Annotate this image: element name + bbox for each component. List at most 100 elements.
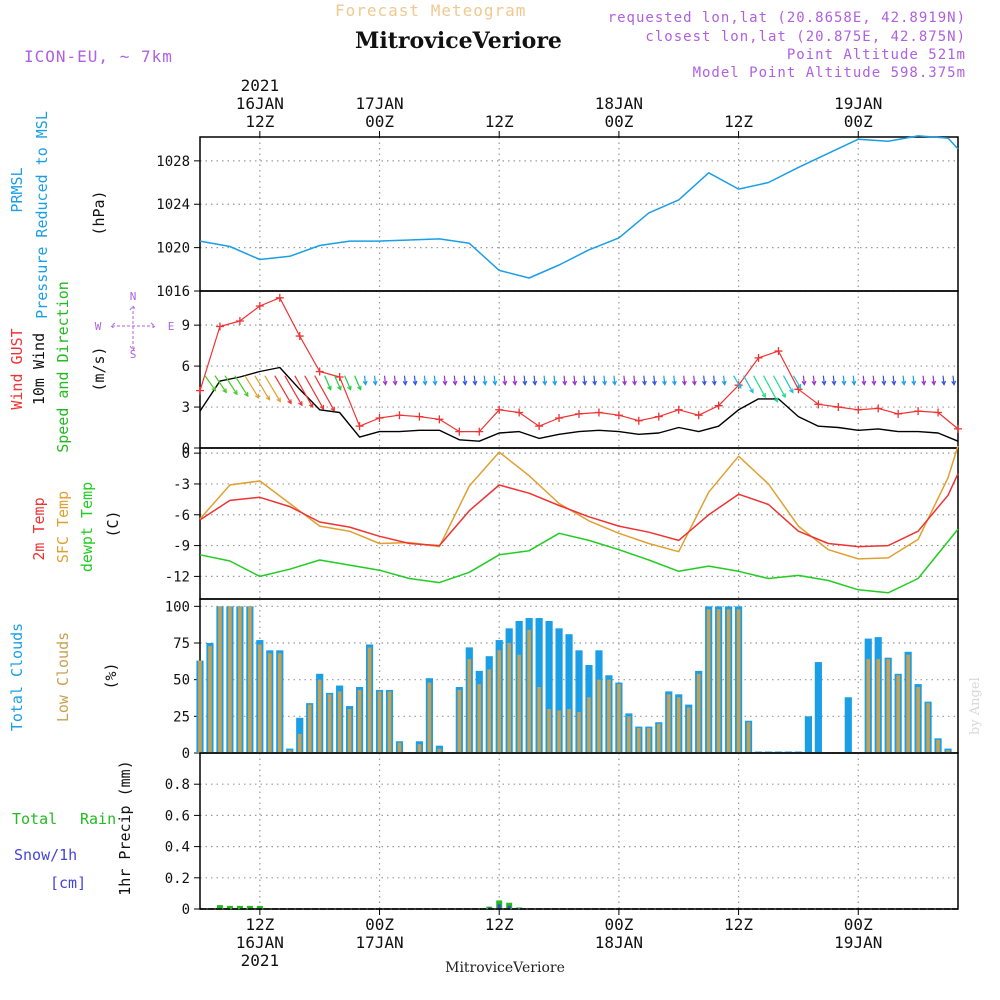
bottom-hour-label: 12Z <box>245 915 274 934</box>
wind-dir-label: Speed and Direction <box>54 281 72 453</box>
arrow-head <box>881 380 887 386</box>
wind-direction-arrow <box>912 375 915 385</box>
sfc-temp-label: SFC Temp <box>54 491 72 563</box>
gust-marker <box>914 407 923 416</box>
low-cloud-bar <box>916 687 920 753</box>
wind-direction-arrow <box>942 375 945 385</box>
low-cloud-bar <box>477 684 482 753</box>
total-cloud-bar <box>545 621 553 753</box>
arrow-head <box>592 380 598 386</box>
low-cloud-bar <box>268 653 272 753</box>
gust-marker <box>435 415 444 424</box>
arrow-head <box>821 380 827 386</box>
arrow-head <box>661 380 667 386</box>
low-cloud-bar <box>866 659 871 753</box>
wind-direction-arrow <box>463 375 466 385</box>
arrow-head <box>265 395 271 401</box>
low-cloud-bar <box>457 689 462 753</box>
panel-frame <box>199 290 959 449</box>
top-hour-label: 12Z <box>245 112 274 131</box>
low-cloud-bar <box>746 722 751 753</box>
arrow-head <box>357 385 362 391</box>
arrow-head <box>552 380 558 386</box>
snow-bar <box>487 907 491 909</box>
wind-direction-arrow <box>453 375 456 385</box>
top-hour-label: 00Z <box>365 112 394 131</box>
wind-direction-arrow <box>543 375 546 385</box>
wind-direction-arrow <box>623 375 626 385</box>
low-cloud-bar <box>936 739 940 753</box>
wind-direction-arrow <box>842 375 845 385</box>
arrow-head <box>701 380 707 386</box>
total-cloud-bar <box>844 697 852 753</box>
ytick-label: 0 <box>182 446 190 462</box>
arrow-head <box>392 380 398 386</box>
low-cloud-bar <box>507 643 511 753</box>
dewpoint-line <box>199 528 959 594</box>
arrow-head <box>572 380 578 386</box>
low-cloud-bar <box>397 742 402 753</box>
low-cloud-bar <box>637 728 641 753</box>
wind-direction-arrow <box>334 375 342 390</box>
wind-direction-arrow <box>363 375 367 385</box>
wind-direction-arrow <box>852 375 855 385</box>
low-cloud-bar <box>676 697 681 753</box>
arrow-head <box>831 380 837 386</box>
arrow-head <box>402 380 408 386</box>
snow-bar <box>497 904 501 909</box>
low-cloud-bar <box>357 689 362 753</box>
ytick-label: -12 <box>165 569 190 585</box>
arrow-head <box>642 380 647 386</box>
arrow-head <box>233 390 238 396</box>
low-cloud-bar <box>666 694 671 753</box>
arrow-head <box>691 380 697 386</box>
gust-marker <box>515 408 524 417</box>
wind-direction-arrow <box>483 375 486 385</box>
wind-direction-arrow <box>413 375 417 385</box>
arrow-head <box>749 388 754 394</box>
gust-marker <box>355 422 364 431</box>
wind-direction-arrow <box>553 375 556 385</box>
gust-marker <box>215 322 224 331</box>
low-cloud-bar <box>597 679 601 753</box>
wind-direction-arrow <box>613 375 616 385</box>
arrow-head <box>492 380 498 386</box>
gust-marker <box>495 405 504 414</box>
arrow-head <box>773 397 779 403</box>
gust-marker <box>535 422 544 431</box>
arrow-head <box>781 393 786 399</box>
wind-direction-arrow <box>723 375 726 385</box>
wind-direction-arrow <box>573 375 576 385</box>
wind-direction-arrow <box>224 375 238 395</box>
low-cloud-bar <box>726 609 731 753</box>
gust-marker <box>475 427 484 436</box>
gust-marker <box>295 332 304 341</box>
pressure-unit: (hPa) <box>90 190 108 235</box>
arrow-head <box>452 380 458 386</box>
wind-label: 10m Wind <box>30 333 48 405</box>
gust-marker <box>634 416 643 425</box>
wind-direction-arrow <box>254 375 270 401</box>
total-cloud-bar <box>535 618 543 753</box>
wind-direction-arrow <box>952 375 955 385</box>
arrow-head <box>562 380 568 386</box>
low-cloud-bar <box>417 744 422 753</box>
ytick-label: -9 <box>173 539 190 555</box>
low-cloud-bar <box>886 659 890 753</box>
low-cloud-bar <box>307 704 312 753</box>
wind-direction-arrow <box>423 375 427 385</box>
low-cloud-bar <box>906 654 910 753</box>
wind-direction-arrow <box>762 375 779 402</box>
pressure-label-1: PRMSL <box>8 167 26 212</box>
rain-bar <box>236 905 243 909</box>
arrow-head <box>327 385 332 391</box>
ytick-label: 75 <box>173 636 190 652</box>
ytick-label: 0 <box>182 902 190 918</box>
ytick-label: 25 <box>173 709 190 725</box>
point-altitude: Point Altitude 521m <box>786 47 966 63</box>
low-cloud-bar <box>377 691 382 753</box>
low-cloud-bar <box>317 679 322 753</box>
ytick-label: 50 <box>173 673 190 689</box>
total-cloud-bar <box>804 716 812 753</box>
